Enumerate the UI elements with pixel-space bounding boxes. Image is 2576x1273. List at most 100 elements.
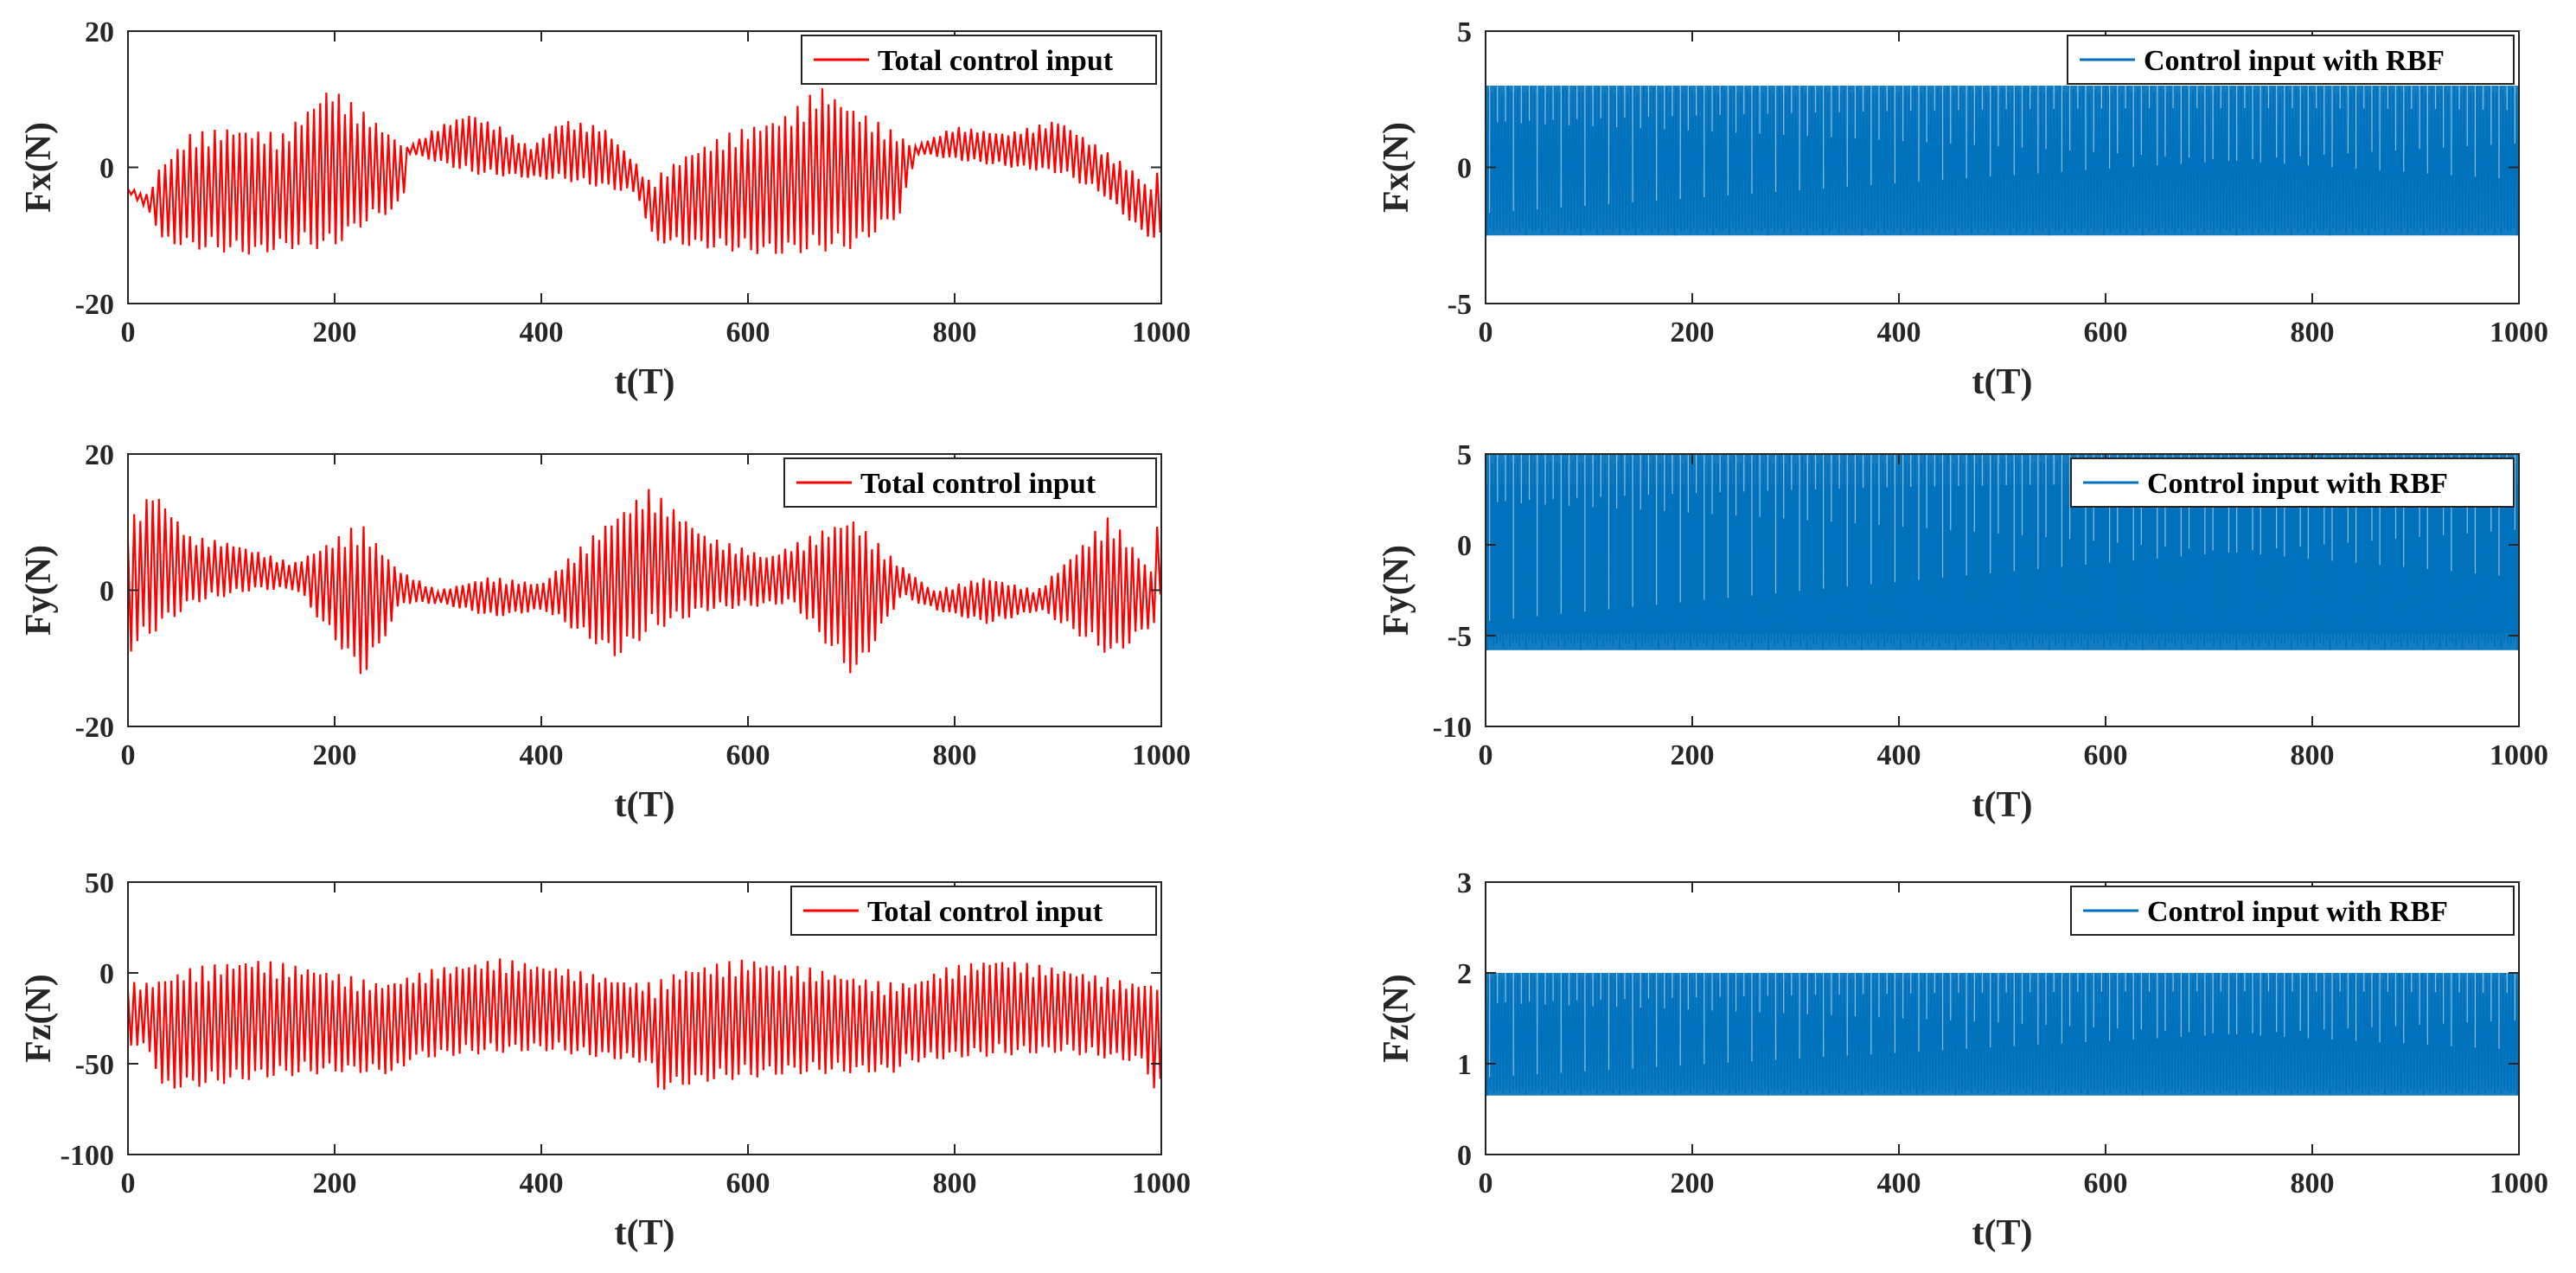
legend: Total control input (790, 886, 1157, 936)
legend-label: Control input with RBF (2144, 45, 2445, 77)
legend: Total control input (801, 35, 1157, 85)
y-tick-label: 0 (99, 576, 114, 608)
x-tick-label: 200 (313, 739, 357, 771)
x-tick-label: 800 (933, 1167, 977, 1199)
x-tick-label: 0 (121, 317, 136, 349)
x-tick-label: 600 (726, 317, 770, 349)
x-axis-label: t(T) (1972, 785, 2033, 825)
x-tick-label: 0 (121, 1167, 136, 1199)
y-tick-label: 0 (99, 153, 114, 185)
legend-box (2067, 35, 2515, 85)
y-tick-label: 0 (1457, 153, 1472, 185)
y-tick-label: -20 (75, 712, 114, 744)
x-tick-label: 600 (726, 739, 770, 771)
y-tick-label: -10 (1433, 712, 1472, 744)
x-tick-label: 600 (2084, 317, 2128, 349)
y-tick-label: 0 (99, 958, 114, 990)
axes-frame (1485, 881, 2520, 1155)
x-axis-label: t(T) (615, 1213, 675, 1253)
x-tick-label: 800 (2291, 317, 2335, 349)
legend: Control input with RBF (2067, 35, 2515, 85)
y-axis-label: Fx(N) (1377, 122, 1416, 213)
data-series (1486, 972, 2519, 1096)
legend: Total control input (783, 457, 1157, 508)
y-tick-label: 1 (1457, 1049, 1472, 1081)
x-tick-label: 200 (1671, 1167, 1715, 1199)
legend-label: Total control input (867, 896, 1103, 928)
legend-label: Total control input (860, 468, 1096, 500)
x-tick-label: 400 (1877, 317, 1921, 349)
y-tick-label: 50 (85, 867, 114, 899)
y-tick-label: 0 (1457, 1140, 1472, 1172)
x-tick-label: 1000 (1132, 739, 1191, 771)
x-tick-label: 600 (2084, 1167, 2128, 1199)
x-tick-label: 600 (2084, 739, 2128, 771)
x-tick-label: 400 (1877, 739, 1921, 771)
y-tick-label: 5 (1457, 439, 1472, 471)
x-axis-label: t(T) (615, 362, 675, 402)
y-axis-label: Fy(N) (1377, 545, 1416, 636)
x-tick-label: 1000 (1132, 317, 1191, 349)
data-series (128, 489, 1161, 675)
x-tick-label: 800 (2291, 1167, 2335, 1199)
legend-label: Control input with RBF (2147, 468, 2448, 500)
series-line-total-control (128, 489, 1161, 675)
y-axis-label: Fz(N) (19, 974, 59, 1063)
x-tick-label: 1000 (2490, 739, 2548, 771)
y-tick-label: 20 (85, 439, 114, 471)
x-tick-label: 400 (520, 739, 564, 771)
x-tick-label: 0 (1479, 1167, 1493, 1199)
y-tick-label: 2 (1457, 958, 1472, 990)
axes-frame (127, 881, 1162, 1155)
x-axis-label: t(T) (615, 785, 675, 825)
x-tick-label: 400 (1877, 1167, 1921, 1199)
legend-box (2070, 886, 2515, 936)
x-tick-label: 200 (313, 1167, 357, 1199)
x-tick-label: 400 (520, 1167, 564, 1199)
legend-box (2070, 457, 2515, 508)
x-tick-label: 600 (726, 1167, 770, 1199)
legend: Control input with RBF (2070, 886, 2515, 936)
x-tick-label: 0 (1479, 739, 1493, 771)
x-axis-label: t(T) (1972, 1213, 2033, 1253)
x-tick-label: 800 (2291, 739, 2335, 771)
y-axis-label: Fx(N) (19, 122, 59, 213)
legend-label: Control input with RBF (2147, 896, 2448, 928)
y-tick-label: -100 (61, 1140, 114, 1172)
x-tick-label: 1000 (1132, 1167, 1191, 1199)
x-axis-label: t(T) (1972, 362, 2033, 402)
y-tick-label: 0 (1457, 530, 1472, 562)
axes-frame (1485, 453, 2520, 727)
x-tick-label: 1000 (2490, 317, 2548, 349)
x-tick-label: 200 (1671, 317, 1715, 349)
y-tick-label: -5 (1448, 621, 1472, 653)
y-axis-label: Fy(N) (19, 545, 59, 636)
data-series (1486, 454, 2519, 650)
y-tick-label: 20 (85, 16, 114, 48)
series-line-total-control (128, 958, 1161, 1091)
x-tick-label: 800 (933, 317, 977, 349)
y-tick-label: 5 (1457, 16, 1472, 48)
data-series (1486, 85, 2519, 236)
subplot-3: 0 200 400 600 800 1000 -100 -50 0 50 t(T) Fz(N) Tota… (19, 867, 1191, 1253)
y-tick-label: -20 (75, 289, 114, 321)
x-tick-label: 0 (121, 739, 136, 771)
subplot-6: 0 200 400 600 800 1000 0 1 2 3 t(T) Fz(N) Control in… (1377, 867, 2548, 1253)
data-series (128, 88, 1161, 255)
legend: Control input with RBF (2070, 457, 2515, 508)
series-line-total-control (128, 88, 1161, 255)
x-tick-label: 0 (1479, 317, 1493, 349)
y-tick-label: 3 (1457, 867, 1472, 899)
y-tick-label: -50 (75, 1049, 114, 1081)
x-tick-label: 200 (313, 317, 357, 349)
y-axis-label: Fz(N) (1377, 974, 1416, 1063)
x-tick-label: 400 (520, 317, 564, 349)
x-tick-label: 800 (933, 739, 977, 771)
data-series (128, 958, 1161, 1091)
subplot-5: 0 200 400 600 800 1000 -10 -5 0 5 t(T) Fy(N) Control… (1377, 439, 2548, 825)
x-tick-label: 200 (1671, 739, 1715, 771)
